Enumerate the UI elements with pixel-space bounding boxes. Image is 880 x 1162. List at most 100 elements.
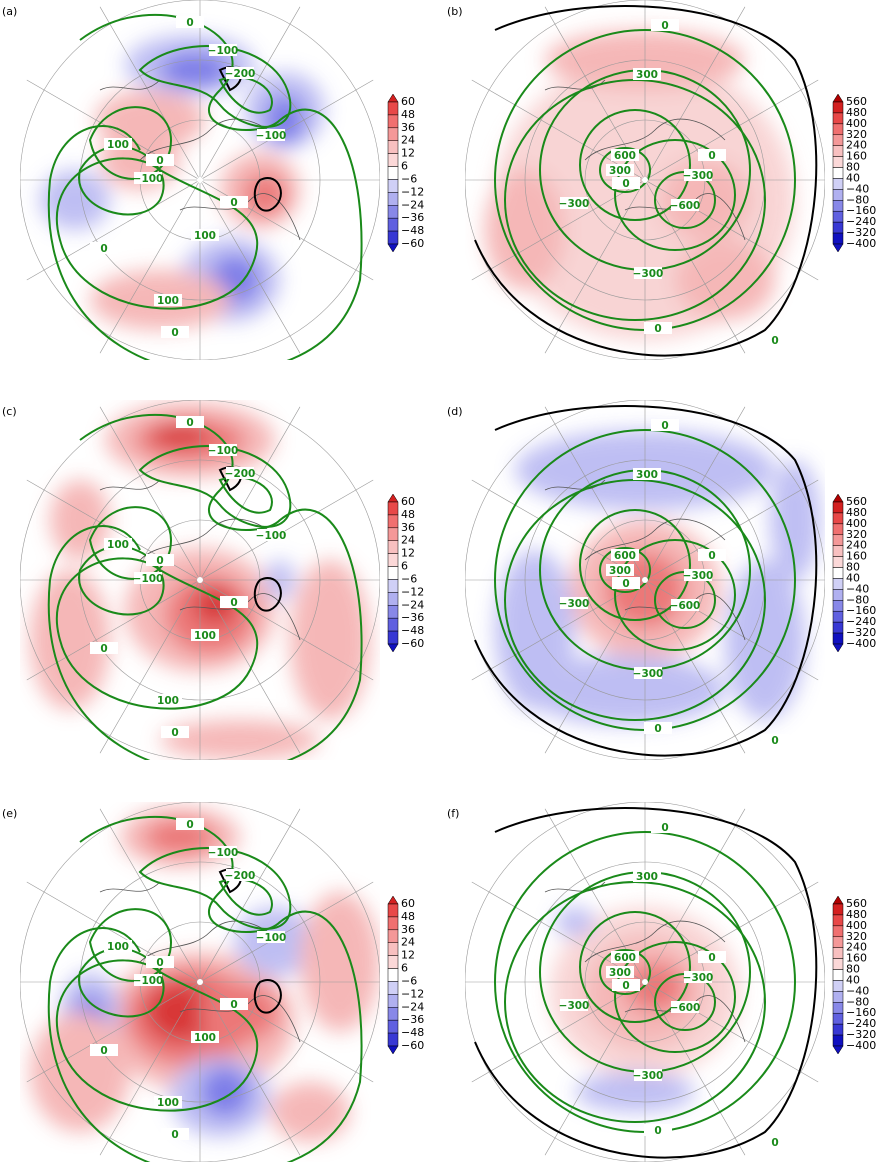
- contour-label-bg: [560, 197, 588, 209]
- contour-label: 600: [614, 150, 636, 162]
- shade-blob: [675, 240, 775, 320]
- colorbar-box: [387, 153, 399, 167]
- contour-label: 0: [771, 735, 778, 747]
- colorbar-label: −60: [401, 637, 424, 650]
- contour-label-bg: [104, 138, 132, 150]
- contour-label-bg: [644, 722, 672, 734]
- coastline: [99, 881, 301, 1043]
- contour-label: 0: [622, 178, 629, 190]
- contour-label: 0: [100, 243, 107, 255]
- colorbar-label: 560: [846, 495, 867, 508]
- colorbar-box: [832, 610, 844, 623]
- contour-label: 300: [609, 967, 631, 979]
- colorbar-box: [832, 501, 844, 514]
- colorbar-label: −36: [401, 1013, 424, 1026]
- shade-blob: [30, 570, 110, 710]
- green-contour: [614, 139, 736, 251]
- shade-blob: [50, 480, 110, 560]
- contour-label-bg: [612, 577, 640, 589]
- contour-label-bg: [134, 172, 162, 184]
- contour-label: −300: [683, 972, 714, 984]
- contour-label-bg: [220, 596, 248, 608]
- contour-label-bg: [633, 68, 661, 80]
- map-clip: [465, 0, 825, 360]
- colorbar-box: [832, 914, 844, 927]
- contour-label: 0: [171, 327, 178, 339]
- colorbar-label: 400: [846, 919, 867, 932]
- contour-label-bg: [651, 821, 679, 833]
- colorbar-label: 240: [846, 941, 867, 954]
- contour-label: 100: [157, 295, 179, 307]
- pole: [197, 577, 203, 583]
- coastline: [99, 79, 301, 241]
- contour-label: 0: [230, 597, 237, 609]
- contour-label-bg: [612, 979, 640, 991]
- colorbar-label: 480: [846, 908, 867, 921]
- contour-label: −300: [633, 668, 664, 680]
- contour-label: −300: [559, 198, 590, 210]
- colorbar-label: −36: [401, 211, 424, 224]
- colorbar-box: [387, 903, 399, 918]
- colorbar-box: [832, 210, 844, 223]
- contour-label: 0: [771, 335, 778, 347]
- contour-label-bg: [606, 564, 634, 576]
- colorbar-box: [387, 140, 399, 154]
- contour-label: 0: [771, 1137, 778, 1149]
- colorbar-label: 80: [846, 963, 860, 976]
- colorbar-box: [832, 1012, 844, 1025]
- contour-label: −300: [559, 598, 590, 610]
- colorbar-label: 6: [401, 560, 408, 573]
- colorbar-label: −320: [846, 226, 876, 239]
- colorbar-arrow: [387, 93, 399, 103]
- contour-label-bg: [611, 951, 639, 963]
- map-clip: [20, 400, 380, 760]
- shade-blob: [200, 1067, 250, 1117]
- contour-label-bg: [684, 169, 712, 181]
- colorbar-box: [832, 1002, 844, 1014]
- contour-label: 0: [186, 417, 193, 429]
- colorbar-label: 36: [401, 121, 415, 134]
- colorbar-label: 560: [846, 95, 867, 108]
- colorbar-arrow: [832, 643, 844, 653]
- colorbar-label: −320: [846, 1028, 876, 1041]
- green-contour: [56, 557, 258, 710]
- colorbar-box: [832, 189, 844, 201]
- contour-label-bg: [220, 998, 248, 1010]
- colorbar-label: 160: [846, 952, 867, 965]
- pole: [642, 577, 648, 583]
- colorbar-box: [387, 230, 399, 245]
- colorbar-label: 40: [846, 973, 860, 986]
- colorbar-label: 560: [846, 897, 867, 910]
- colorbar-box: [387, 192, 399, 206]
- contour-label-bg: [761, 334, 789, 346]
- colorbar-label: −60: [401, 237, 424, 250]
- green-contour: [599, 949, 651, 995]
- contour-label: 0: [654, 323, 661, 335]
- shade-blob: [30, 1012, 130, 1132]
- contour-label-bg: [651, 19, 679, 31]
- contour-label-bg: [146, 154, 174, 166]
- colorbar-box: [387, 566, 399, 580]
- contour-label-bg: [698, 549, 726, 561]
- colorbar-label: −36: [401, 611, 424, 624]
- contour-label: 300: [609, 565, 631, 577]
- colorbar-label: −80: [846, 193, 869, 206]
- colorbar-box: [387, 527, 399, 541]
- contour-label-bg: [560, 999, 588, 1011]
- shade-blob: [575, 1072, 695, 1112]
- shade-blob: [300, 892, 380, 1032]
- colorbar-box: [832, 545, 844, 557]
- shade-blob: [200, 982, 280, 1042]
- colorbar-arrow: [387, 493, 399, 503]
- colorbar-label: 48: [401, 108, 415, 121]
- colorbar-box: [832, 523, 844, 536]
- colorbar-arrow: [832, 1045, 844, 1055]
- colorbar-label: 60: [401, 495, 415, 508]
- pole: [642, 979, 648, 985]
- colorbar-label: 60: [401, 95, 415, 108]
- colorbar-box: [832, 936, 844, 948]
- colorbar-arrow: [387, 895, 399, 905]
- colorbar-arrow: [832, 243, 844, 253]
- colorbar-label: 80: [846, 161, 860, 174]
- contour-label-bg: [633, 870, 661, 882]
